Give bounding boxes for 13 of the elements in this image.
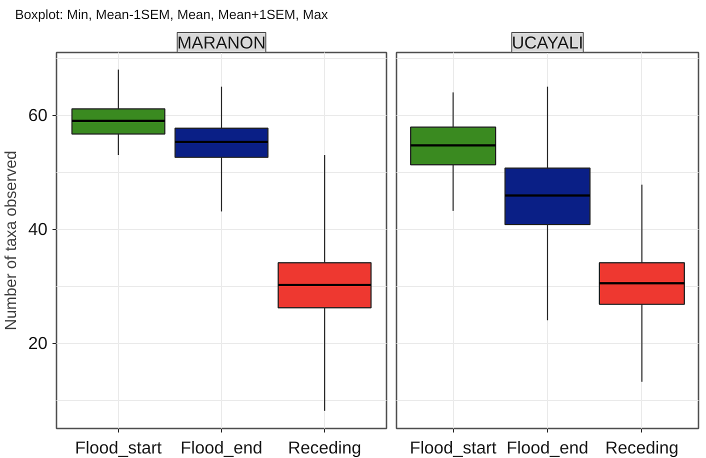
x-tick-label: Flood_start <box>410 438 497 458</box>
y-tick-label: 60 <box>28 105 48 126</box>
x-tick-label: Receding <box>288 438 362 458</box>
chart-title: MARANON <box>177 32 266 52</box>
y-tick-label: 40 <box>28 219 48 240</box>
x-tick-label: Flood_end <box>506 438 588 458</box>
text: Boxplot: Min, Mean-1SEM, Mean, Mean+1SEM, Max <box>15 6 328 24</box>
x-tick-label: Flood_start <box>75 438 162 458</box>
x-tick-label: Receding <box>605 438 678 458</box>
y-tick-label: 20 <box>28 333 48 354</box>
y-axis-title: Number of taxa observed <box>3 150 20 330</box>
chart-title: UCAYALI <box>512 32 584 52</box>
x-tick-label: Flood_end <box>180 438 262 458</box>
